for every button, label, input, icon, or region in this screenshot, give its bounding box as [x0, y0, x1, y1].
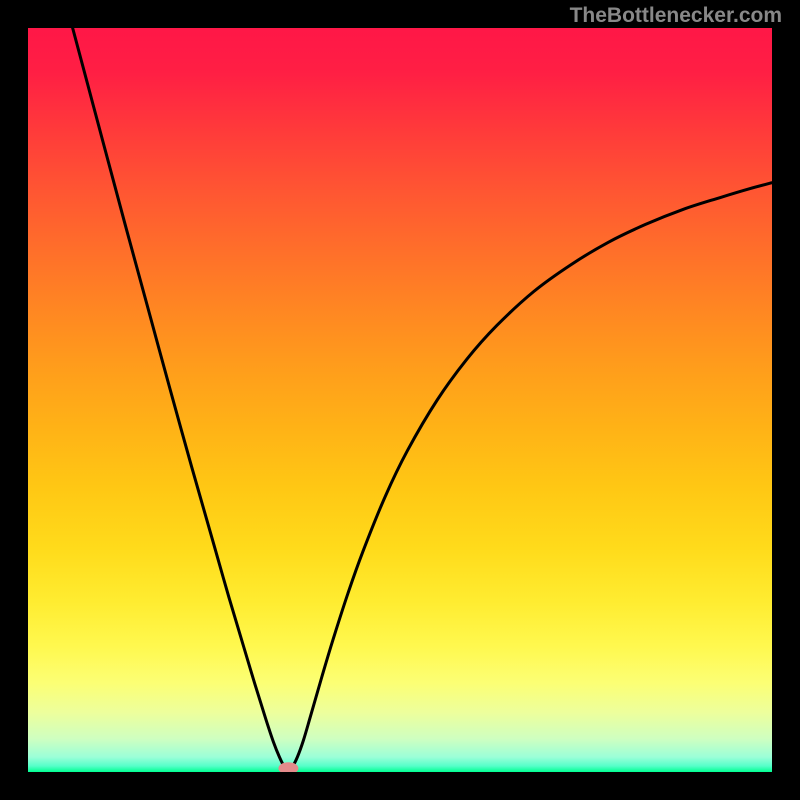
- chart-container: TheBottlenecker.com: [0, 0, 800, 800]
- bottleneck-chart: [0, 0, 800, 800]
- watermark-text: TheBottlenecker.com: [570, 4, 782, 28]
